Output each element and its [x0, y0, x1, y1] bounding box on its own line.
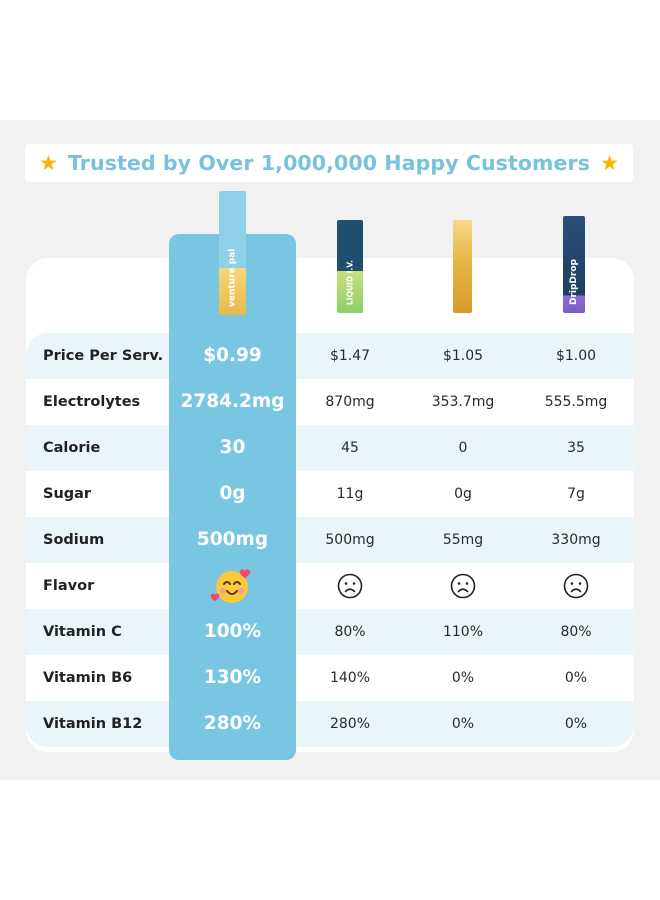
row-band [26, 701, 634, 747]
cell-venture-pal: 30 [219, 437, 246, 458]
cell-competitor: $1.05 [442, 348, 484, 364]
row-band [26, 609, 634, 655]
happy-face-icon [210, 569, 251, 603]
row-label-vitamin-b12: Vitamin B12 [43, 716, 143, 732]
product-liquid-iv: LIQUID I.V. [337, 220, 363, 313]
cell-competitor: 870mg [325, 394, 375, 410]
banner-title: Trusted by Over 1,000,000 Happy Customer… [67, 151, 591, 175]
sad-face-icon [337, 573, 363, 599]
cell-competitor: 0% [564, 670, 588, 686]
cell-venture-pal: 2784.2mg [180, 391, 285, 412]
cell-competitor: 80% [560, 624, 592, 640]
row-label-electrolytes: Electrolytes [43, 394, 141, 410]
cell-competitor: 555.5mg [544, 394, 608, 410]
cell-competitor: 0% [564, 716, 588, 732]
row-label-sodium: Sodium [43, 532, 105, 548]
row-band [26, 425, 634, 471]
cell-competitor: 353.7mg [431, 394, 495, 410]
cell-competitor: 280% [329, 716, 371, 732]
cell-venture-pal: $0.99 [203, 345, 262, 366]
cell-competitor: 0g [454, 486, 472, 502]
star-icon: ★ [600, 151, 619, 175]
cell-competitor: 140% [329, 670, 371, 686]
cell-competitor: 330mg [551, 532, 601, 548]
star-icon: ★ [39, 151, 58, 175]
sad-face-icon [450, 573, 476, 599]
row-label-sugar: Sugar [43, 486, 92, 502]
row-label-flavor: Flavor [43, 578, 95, 594]
cell-competitor: 0 [458, 440, 468, 456]
product-competitor-3 [453, 220, 472, 313]
cell-competitor: 110% [442, 624, 484, 640]
cell-competitor: 0% [451, 716, 475, 732]
sad-face-icon [563, 573, 589, 599]
cell-venture-pal: 100% [203, 621, 262, 642]
row-label-vitamin-b6: Vitamin B6 [43, 670, 133, 686]
cell-competitor: 500mg [325, 532, 375, 548]
cell-competitor: 55mg [442, 532, 484, 548]
row-band [26, 517, 634, 563]
row-label-vitamin-c: Vitamin C [43, 624, 122, 640]
cell-competitor: 45 [341, 440, 359, 456]
row-label-calorie: Calorie [43, 440, 101, 456]
cell-competitor: 35 [567, 440, 585, 456]
cell-venture-pal: 0g [219, 483, 246, 504]
product-name: DripDrop [569, 259, 579, 305]
cell-venture-pal: 280% [203, 713, 262, 734]
highlight-column [169, 234, 296, 760]
banner: ★ Trusted by Over 1,000,000 Happy Custom… [25, 144, 633, 182]
cell-competitor: 11g [336, 486, 364, 502]
product-venture-pal: venture pal [219, 191, 246, 315]
cell-competitor: $1.00 [555, 348, 597, 364]
cell-competitor: $1.47 [329, 348, 371, 364]
product-name: LIQUID I.V. [345, 260, 355, 305]
cell-venture-pal: 130% [203, 667, 262, 688]
cell-venture-pal: 500mg [196, 529, 269, 550]
product-name: venture pal [227, 248, 238, 307]
cell-competitor: 80% [334, 624, 366, 640]
product-dripdrop: DripDrop [563, 216, 585, 313]
cell-competitor: 0% [451, 670, 475, 686]
row-label-price: Price Per Serv. [43, 348, 164, 364]
cell-competitor: 7g [567, 486, 585, 502]
row-band [26, 333, 634, 379]
